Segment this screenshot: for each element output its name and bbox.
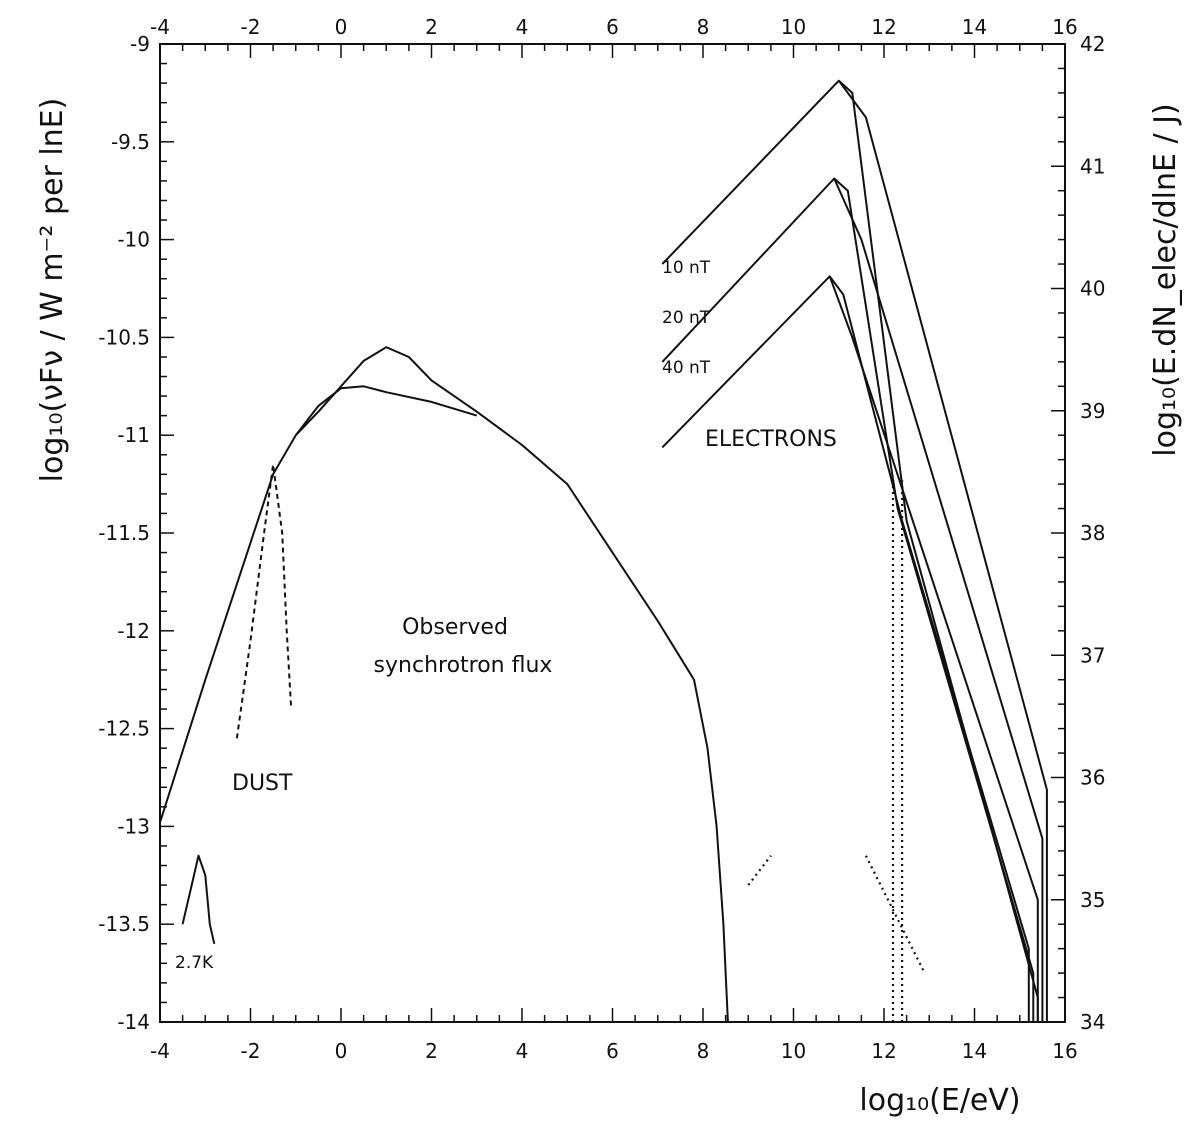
x-tick-label-bottom: 14 [962, 1039, 987, 1063]
label-40nt: 40 nT [662, 358, 711, 378]
series-10nt-8 [661, 79, 1039, 1022]
x-tick-label-top: 6 [606, 15, 619, 39]
series-dashed-2 [235, 464, 293, 739]
series-dotted-5 [864, 855, 926, 974]
ticks [159, 43, 1066, 1023]
annotation-2-7k: 2.7K [175, 953, 214, 973]
x-tick-label-bottom: -4 [150, 1039, 170, 1063]
y-tick-label-right: 39 [1080, 399, 1105, 423]
y-tick-label-left: -14 [117, 1010, 150, 1034]
y-tick-label-left: -9.5 [111, 130, 150, 154]
annotation-dust: DUST [232, 771, 293, 796]
y-tick-label-left: -11 [117, 423, 150, 447]
y-tick-label-right: 34 [1080, 1010, 1105, 1034]
x-tick-label-top: 2 [425, 15, 438, 39]
x-tick-label-bottom: 16 [1052, 1039, 1077, 1063]
x-tick-label-bottom: 4 [516, 1039, 529, 1063]
y-tick-label-left: -12 [117, 619, 150, 643]
y-tick-label-left: -13 [117, 814, 150, 838]
y-tick-label-right: 35 [1080, 888, 1105, 912]
y-tick-label-left: -12.5 [98, 717, 150, 741]
x-tick-label-bottom: 12 [871, 1039, 896, 1063]
x-tick-label-bottom: 0 [335, 1039, 348, 1063]
y-axis-left-title: log₁₀(νFν / W m⁻² per lnE) [35, 98, 70, 483]
x-tick-label-top: 10 [781, 15, 806, 39]
x-tick-label-bottom: 10 [781, 1039, 806, 1063]
y-tick-label-right: 41 [1080, 154, 1105, 178]
series-solid-0 [159, 346, 729, 1023]
label-20nt: 20 nT [662, 308, 711, 328]
y-tick-label-left: -10 [117, 228, 150, 252]
series-solid-1 [295, 385, 478, 436]
y-tick-label-right: 42 [1080, 32, 1105, 56]
y-tick-label-left: -13.5 [98, 912, 150, 936]
y-tick-label-right: 36 [1080, 766, 1105, 790]
series-20nt-10 [661, 177, 1035, 1022]
x-axis-title: log₁₀(E/eV) [859, 1083, 1020, 1118]
tick-labels: -4 -4 -2 -2 0 0 2 2 4 4 6 6 8 8 10 10 12 12 14 14 16 16 -9 -9.5… [98, 15, 1105, 1063]
label-10nt: 10 nT [662, 258, 711, 278]
x-tick-label-bottom: 8 [697, 1039, 710, 1063]
x-tick-label-top: -4 [150, 15, 170, 39]
annotation-synchrotron-flux: synchrotron flux [374, 653, 553, 678]
y-tick-label-right: 40 [1080, 277, 1105, 301]
plot-frame [159, 43, 1066, 1023]
x-tick-label-bottom: 6 [606, 1039, 619, 1063]
series-dotted-4 [747, 855, 772, 886]
y-tick-label-right: 38 [1080, 521, 1105, 545]
y-tick-label-left: -9 [130, 32, 150, 56]
y-tick-label-left: -11.5 [98, 521, 150, 545]
x-tick-label-top: 12 [871, 15, 896, 39]
x-tick-label-top: 0 [335, 15, 348, 39]
annotation-electrons: ELECTRONS [705, 427, 837, 452]
x-tick-label-top: 4 [516, 15, 529, 39]
annotation-observed: Observed [402, 615, 508, 640]
x-tick-label-bottom: -2 [241, 1039, 261, 1063]
x-tick-label-top: -2 [241, 15, 261, 39]
series-20nt-11 [833, 178, 1044, 1022]
y-axis-right-title: log₁₀(E.dN_elec/dlnE / J) [1148, 103, 1183, 456]
series-40nt-13 [828, 275, 1039, 1022]
y-tick-label-left: -10.5 [98, 325, 150, 349]
x-tick-label-bottom: 2 [425, 1039, 438, 1063]
series-solid-3 [181, 854, 216, 945]
series-10nt-9 [837, 80, 1048, 1022]
x-tick-label-top: 14 [962, 15, 987, 39]
series-40nt-12 [661, 275, 1030, 1022]
y-tick-label-right: 37 [1080, 643, 1105, 667]
series-layer [159, 79, 1048, 1023]
x-tick-label-top: 16 [1052, 15, 1077, 39]
x-tick-label-top: 8 [697, 15, 710, 39]
